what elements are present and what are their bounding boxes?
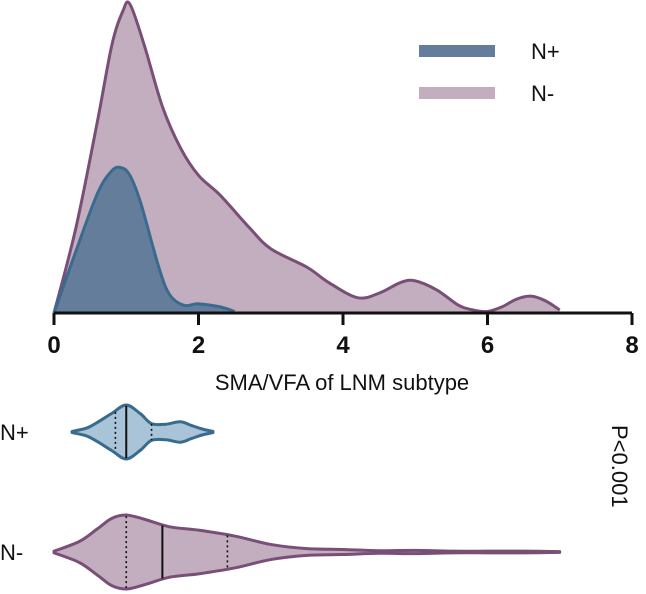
x-tick-label: 6 (481, 332, 494, 359)
x-tick-label: 4 (336, 332, 350, 359)
x-tick-label: 2 (192, 332, 205, 359)
density-area-n-minus (54, 1, 560, 314)
x-tick-label: 0 (47, 332, 60, 359)
violin-n-plus (70, 403, 215, 461)
x-tick-label: 8 (625, 332, 638, 359)
legend-swatch-n-minus (419, 87, 495, 99)
density-line-n-minus (52, 0, 561, 314)
violin-n-minus (52, 513, 562, 591)
p-value-annotation: P<0.001 (607, 425, 632, 508)
density-line-n-plus (52, 165, 236, 314)
legend-swatch-n-plus (419, 45, 495, 57)
x-axis-label: SMA/VFA of LNM subtype (215, 370, 469, 395)
legend-label-n-minus: N- (531, 81, 554, 106)
category-label-n-minus: N- (0, 540, 23, 565)
category-label-n-plus: N+ (0, 420, 29, 445)
legend-label-n-plus: N+ (531, 39, 560, 64)
density-area-n-plus (54, 167, 235, 313)
